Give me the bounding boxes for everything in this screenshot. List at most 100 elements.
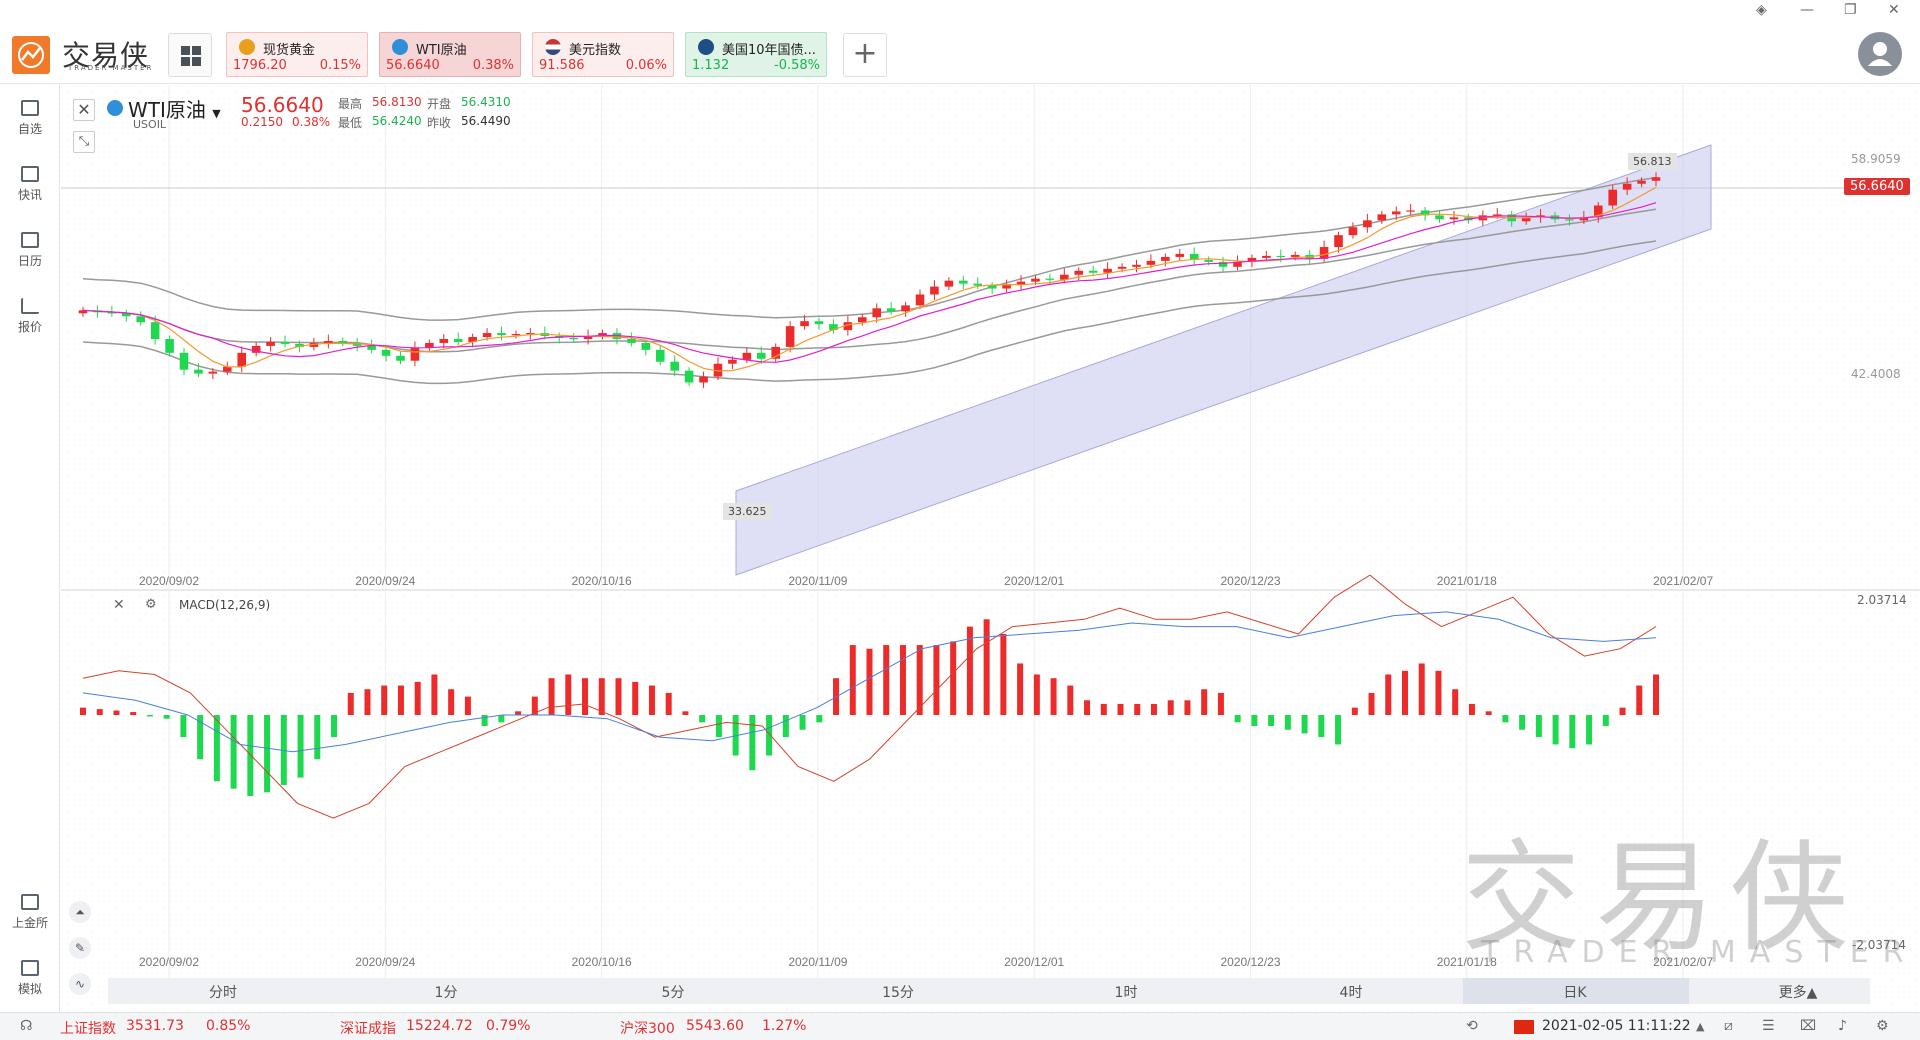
tab-15min[interactable]: 15分 bbox=[882, 985, 914, 1001]
china-flag-icon bbox=[1514, 1020, 1534, 1034]
macd-bar bbox=[632, 681, 639, 715]
quote-card-gold[interactable]: 现货黄金 1796.20 0.15% bbox=[226, 32, 368, 77]
menu-icon[interactable]: ☰ bbox=[1762, 1018, 1775, 1034]
macd-dea-line bbox=[82, 611, 1657, 753]
close-indicator-button[interactable]: ✕ bbox=[113, 597, 125, 613]
sync-icon[interactable]: ⟲ bbox=[1466, 1018, 1478, 1034]
candle bbox=[670, 361, 679, 371]
close-chart-button[interactable]: ✕ bbox=[73, 99, 95, 121]
nav-item-simulation[interactable]: 模拟 bbox=[0, 960, 60, 997]
watermark-logo-sub: TRADER MASTER bbox=[1481, 935, 1918, 970]
candle bbox=[1420, 210, 1430, 216]
ma5-line bbox=[82, 186, 1657, 372]
tab-1min[interactable]: 1分 bbox=[434, 985, 458, 1001]
layout-grid-button[interactable] bbox=[168, 33, 212, 77]
tab-1hour[interactable]: 1时 bbox=[1114, 985, 1138, 1001]
candle bbox=[1348, 227, 1358, 236]
status-bar: ☊ 上证指数 3531.73 0.85% 深证成指 15224.72 0.79%… bbox=[0, 1012, 1920, 1040]
candle bbox=[280, 341, 290, 344]
candle bbox=[251, 345, 261, 353]
nav-item-quotes[interactable]: 报价 bbox=[0, 298, 60, 335]
candle bbox=[857, 317, 867, 323]
indicator-settings-button[interactable]: ⚙ bbox=[145, 597, 157, 612]
caret-down-icon: ▼ bbox=[212, 107, 221, 120]
tab-timeshare[interactable]: 分时 bbox=[209, 985, 237, 1001]
headset-icon[interactable]: ☊ bbox=[20, 1018, 33, 1034]
date-label: 2020/09/02 bbox=[139, 574, 199, 588]
chart-area[interactable]: 2020/09/02 2020/09/24 2020/10/16 2020/11/09… bbox=[61, 85, 1920, 1012]
no-image-icon[interactable]: ⧄ bbox=[1724, 1018, 1733, 1034]
draw-tool-button[interactable]: ✎ bbox=[69, 937, 91, 959]
candle bbox=[223, 366, 232, 372]
candle bbox=[886, 308, 896, 312]
index-name-sz[interactable]: 深证成指 bbox=[340, 1021, 396, 1037]
candle bbox=[843, 322, 853, 331]
tab-more[interactable]: 更多▲ bbox=[1778, 985, 1818, 1001]
top-bar: 交易侠 TRADER MASTER 现货黄金 1796.20 0.15% WTI… bbox=[0, 0, 1920, 84]
quote-price: 1796.20 bbox=[233, 58, 287, 73]
indicator-tool-button[interactable]: ⏶ bbox=[69, 901, 91, 923]
macd-bar bbox=[481, 715, 488, 727]
nav-item-watchlist[interactable]: 自选 bbox=[0, 100, 60, 137]
collapse-chart-button[interactable]: ⤡ bbox=[73, 131, 95, 153]
macd-bar bbox=[1602, 715, 1609, 727]
candle bbox=[1161, 256, 1170, 261]
caret-up-icon[interactable]: ▲ bbox=[1696, 1020, 1705, 1033]
trendline-tool-button[interactable]: ∿ bbox=[69, 973, 91, 995]
date-label: 2020/10/16 bbox=[572, 955, 632, 969]
high-value: 56.8130 bbox=[372, 95, 422, 109]
nav-item-calendar[interactable]: 日历 bbox=[0, 232, 60, 269]
close-icon[interactable]: ✕ bbox=[1888, 2, 1900, 18]
index-name-hs300[interactable]: 沪深300 bbox=[620, 1021, 675, 1037]
candle bbox=[1060, 274, 1069, 280]
candle bbox=[1146, 260, 1156, 265]
settings-icon[interactable]: ⚙ bbox=[1876, 1018, 1889, 1034]
tab-5min[interactable]: 5分 bbox=[661, 985, 685, 1001]
mute-icon[interactable]: ♪ bbox=[1838, 1018, 1847, 1034]
candle bbox=[1435, 215, 1444, 220]
macd-bar bbox=[983, 619, 990, 715]
low-price-tag: 33.625 bbox=[723, 503, 772, 520]
candlestick-chart[interactable]: 2020/09/02 2020/09/24 2020/10/16 2020/11/09… bbox=[61, 85, 1920, 1012]
add-quote-button[interactable]: + bbox=[843, 33, 887, 77]
candle bbox=[1290, 254, 1300, 257]
index-name-sh[interactable]: 上证指数 bbox=[60, 1021, 116, 1037]
instrument-name[interactable]: WTI原油 ▼ bbox=[128, 98, 221, 122]
candle bbox=[1406, 210, 1415, 212]
trend-icon bbox=[21, 298, 39, 314]
quote-change: 0.06% bbox=[625, 58, 667, 73]
candle bbox=[165, 338, 174, 353]
quote-card-us10y[interactable]: 美国10年国债... 1.132 -0.58% bbox=[685, 32, 827, 77]
macd-bar bbox=[1535, 715, 1542, 738]
quote-card-usd-index[interactable]: 美元指数 91.586 0.06% bbox=[532, 32, 674, 77]
nav-item-sge[interactable]: 上金所 bbox=[0, 894, 60, 931]
macd-bar bbox=[1117, 703, 1124, 715]
open-value: 56.4310 bbox=[461, 95, 511, 109]
tab-4hour[interactable]: 4时 bbox=[1339, 985, 1363, 1001]
candle bbox=[1247, 257, 1257, 262]
period-tabs: 分时 1分 5分 15分 1时 4时 日K 更多▲ bbox=[108, 978, 1870, 1004]
minimize-icon[interactable]: — bbox=[1800, 2, 1814, 18]
date-label: 2021/01/18 bbox=[1437, 574, 1497, 588]
candle bbox=[829, 324, 838, 331]
quote-card-wti[interactable]: WTI原油 56.6640 0.38% bbox=[379, 32, 521, 77]
restore-icon[interactable]: ❐ bbox=[1844, 2, 1857, 18]
macd-bar bbox=[414, 681, 421, 715]
tab-daily-k[interactable]: 日K bbox=[1563, 985, 1587, 1001]
nav-item-news[interactable]: 快讯 bbox=[0, 166, 60, 203]
candle bbox=[1132, 264, 1141, 267]
date-label: 2020/12/23 bbox=[1220, 574, 1280, 588]
candle bbox=[1334, 235, 1343, 248]
camera-icon[interactable]: ⌧ bbox=[1800, 1018, 1817, 1034]
macd-bar bbox=[1519, 715, 1526, 730]
avatar[interactable] bbox=[1858, 32, 1902, 76]
macd-bar bbox=[1351, 707, 1358, 715]
price-tick-top: 58.9059 bbox=[1851, 152, 1901, 166]
candle bbox=[1377, 214, 1387, 221]
settings-icon[interactable]: ◈ bbox=[1756, 2, 1767, 18]
macd-bar bbox=[565, 674, 572, 715]
candle bbox=[1449, 217, 1459, 220]
candle bbox=[1031, 278, 1040, 282]
candle bbox=[1608, 189, 1617, 206]
exchange-icon bbox=[21, 894, 39, 910]
